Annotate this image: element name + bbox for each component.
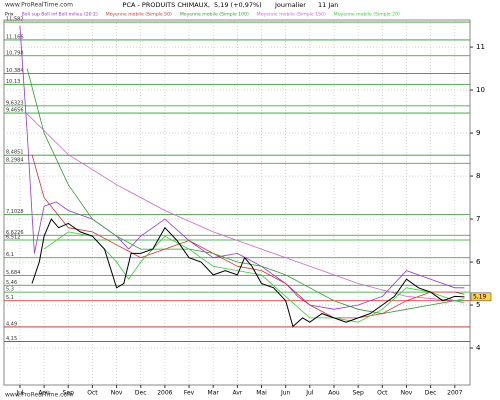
- level-label: 11,582: [6, 17, 24, 23]
- subtitle: 5,19 (+0,97%): [214, 1, 262, 9]
- x-tick-label: Dec: [135, 390, 147, 397]
- level-label: 6,512: [6, 235, 20, 241]
- x-tick-label: Aou: [38, 390, 50, 397]
- x-tick-label: Jul: [15, 390, 24, 397]
- level-label: 11,166: [6, 34, 24, 40]
- x-tick-label: Mai: [256, 390, 267, 397]
- level-label: 7,1028: [6, 209, 24, 215]
- x-tick-label: Nov: [401, 390, 413, 397]
- series-line: [43, 231, 465, 323]
- y-tick-label: 8: [476, 172, 480, 180]
- legend-entry: Moyenne mobile (Simple 20): [334, 12, 400, 18]
- level-label: 4,49: [6, 321, 17, 327]
- level-label: 6,6226: [6, 230, 24, 236]
- source: www.ProRealTime.com: [5, 2, 73, 9]
- series-line: [31, 154, 465, 319]
- x-tick-label: Nov: [111, 390, 123, 397]
- series-line: [31, 218, 465, 328]
- legend-entry: Moyenne mobile (Simple 100): [180, 12, 249, 18]
- y-tick-label: 7: [476, 215, 480, 223]
- date: 11 Jan: [318, 1, 338, 9]
- y-tick-label: 4: [476, 344, 481, 352]
- plot-area: [3, 19, 471, 386]
- level-label: 8,4851: [6, 150, 24, 156]
- x-tick-label: Jun: [280, 390, 291, 397]
- legend-entry: Moyenne mobile (Simple 150): [257, 12, 326, 18]
- last-price-label: 5,19: [473, 293, 487, 300]
- x-tick-label: Oct: [87, 390, 98, 397]
- x-tick-label: Fev: [184, 390, 195, 397]
- level-label: 6,1: [6, 252, 14, 258]
- level-label: 4,15: [6, 336, 17, 342]
- source-footer: www.ProRealTime.com: [5, 392, 73, 399]
- y-tick-label: 6: [476, 258, 481, 266]
- level-label: 9,6323: [6, 100, 24, 106]
- y-tick-label: 5: [476, 301, 480, 309]
- level-label: 5,3: [6, 287, 14, 293]
- x-tick-label: Jul: [305, 390, 314, 397]
- level-label: 10,13: [6, 79, 20, 85]
- level-label: 10,798: [6, 50, 24, 56]
- legend-entry: Prix: [5, 12, 14, 18]
- level-label: 8,2984: [6, 158, 24, 164]
- x-tick-label: 2006: [157, 390, 172, 397]
- period: Journalier: [274, 1, 306, 9]
- title: PCA - PRODUITS CHIMAUX,: [123, 1, 210, 9]
- level-label: 5,46: [6, 280, 17, 286]
- x-tick-label: Aou: [328, 390, 340, 397]
- x-tick-label: Mar: [208, 390, 220, 397]
- x-tick-label: Avr: [232, 390, 242, 397]
- x-tick-label: Sep: [63, 390, 75, 397]
- level-label: 5,1: [6, 295, 14, 301]
- series-line: [24, 111, 465, 304]
- y-tick-label: 10: [476, 86, 485, 94]
- level-label: 9,4656: [6, 108, 24, 114]
- y-tick-label: 11: [476, 43, 485, 51]
- x-tick-label: Dec: [425, 390, 437, 397]
- x-tick-label: Sep: [352, 390, 364, 397]
- x-tick-label: 2007: [447, 390, 462, 397]
- y-tick-label: 9: [476, 129, 480, 137]
- legend-entry: Boll sup Boll inf Boll milieu (20 2): [22, 12, 98, 18]
- last-price-box: [470, 292, 492, 302]
- legend-entry: Moyenne mobile (Simple 50): [106, 12, 172, 18]
- level-label: 10,384: [6, 68, 24, 74]
- x-tick-label: Oct: [377, 390, 388, 397]
- level-label: 5,684: [6, 270, 20, 276]
- series-line: [19, 25, 465, 310]
